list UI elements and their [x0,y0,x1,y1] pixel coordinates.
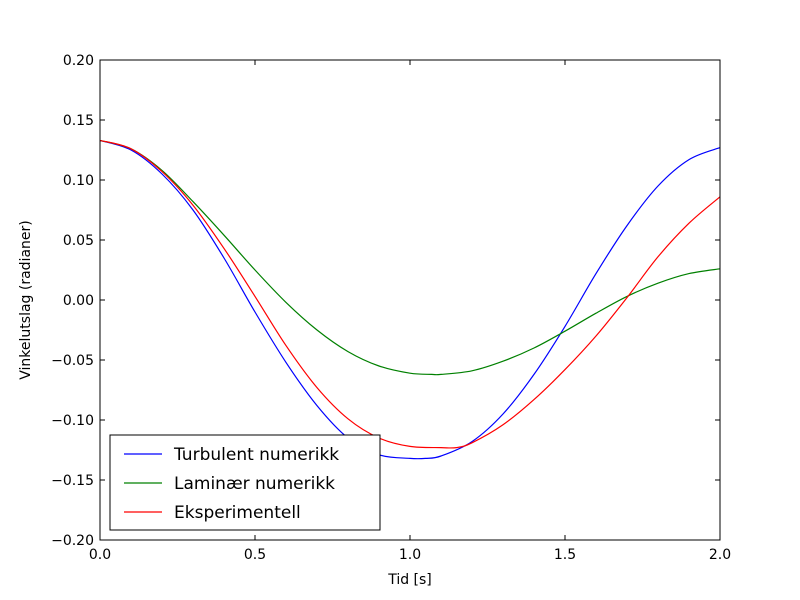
y-tick-label: 0.20 [63,53,94,69]
x-tick-label: 0.0 [89,547,111,563]
legend: Turbulent numerikk Laminær numerikk Eksp… [109,434,381,531]
x-axis-label: Tid [s] [387,572,432,588]
tick-labels-layer: 0.0 0.5 1.0 1.5 2.0 0.20 0.15 0.10 0.05 0.00 −0.05… [51,53,731,563]
x-tick-label: 2.0 [709,547,731,563]
x-tick-label: 0.5 [244,547,266,563]
legend-label-experimental: Eksperimentell [174,503,301,523]
y-tick-label: −0.15 [51,473,94,489]
series-laminaer-numerikk [99,139,721,376]
y-tick-label: 0.10 [63,173,94,189]
y-tick-label: 0.05 [63,233,94,249]
series-layer [99,139,721,460]
legend-label-turbulent: Turbulent numerikk [173,445,339,465]
y-tick-label: −0.20 [51,533,94,549]
series-turbulent-numerikk [99,139,721,460]
x-tick-label: 1.5 [554,547,576,563]
series-eksperimentell [99,139,721,449]
y-tick-label: 0.00 [63,293,94,309]
y-tick-label: −0.10 [51,413,94,429]
legend-label-laminar: Laminær numerikk [174,474,335,494]
y-tick-label: 0.15 [63,113,94,129]
x-tick-label: 1.0 [399,547,421,563]
y-tick-label: −0.05 [51,353,94,369]
y-axis-label: Vinkelutslag (radianer) [18,220,34,379]
plot-frame [99,59,721,541]
